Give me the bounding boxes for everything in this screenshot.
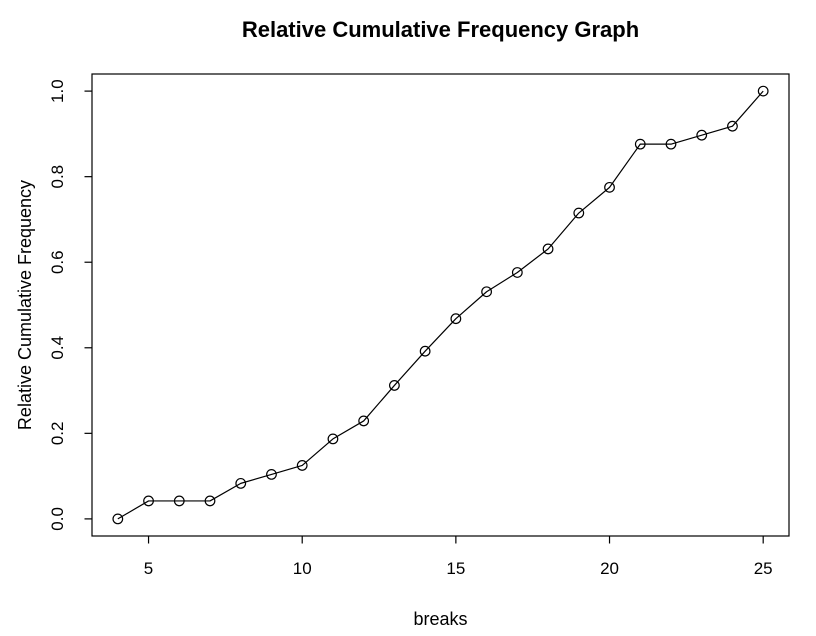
data-point [604,181,615,193]
x-axis-label: breaks [413,609,467,629]
data-point [757,85,769,97]
data-point [327,433,339,445]
data-point [266,469,277,480]
series-line [117,90,764,520]
data-point [696,129,708,141]
data-point [665,138,677,150]
data-point [296,460,308,471]
data-series [112,85,769,525]
x-tick-label: 15 [446,559,465,578]
data-point [358,415,370,427]
data-point [204,495,216,507]
y-tick-label: 0.0 [48,507,67,531]
y-tick-label: 1.0 [48,79,67,103]
data-point [573,207,585,219]
plot-box [91,73,790,537]
axis-ticks: 5 10 15 20 25 0.0 0.2 0.4 0.6 0.8 1.0 [48,79,773,578]
data-point [143,495,154,507]
x-tick-label: 25 [754,559,773,578]
y-tick-label: 0.8 [48,165,67,189]
data-point [419,345,431,357]
y-tick-label: 0.2 [48,422,67,446]
y-axis-label: Relative Cumulative Frequency [15,180,35,430]
x-tick-label: 10 [293,559,312,578]
data-point [112,513,124,525]
chart-title: Relative Cumulative Frequency Graph [242,17,639,42]
data-point [481,286,492,298]
data-point [235,477,247,489]
y-tick-label: 0.4 [48,336,67,360]
data-point [511,267,523,278]
x-tick-label: 20 [600,559,619,578]
data-point [634,138,646,150]
data-point [542,243,554,255]
data-point [450,313,462,325]
data-point [727,120,738,132]
data-point [173,495,185,507]
data-point [389,380,400,391]
y-tick-label: 0.6 [48,250,67,274]
x-tick-label: 5 [144,559,153,578]
